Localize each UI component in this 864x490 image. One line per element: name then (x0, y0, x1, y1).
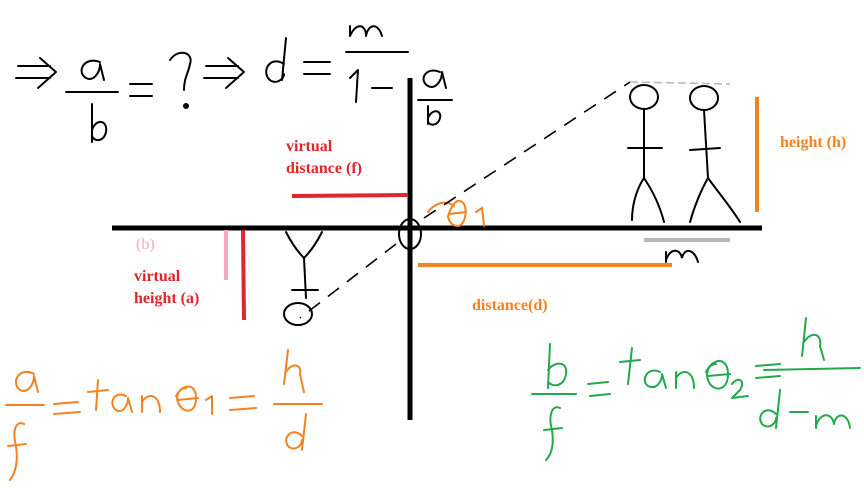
m-label (665, 249, 699, 263)
lens-circle (398, 218, 422, 250)
distance-label: distance(d) (472, 297, 548, 314)
virtual-distance-label-2: distance (f) (286, 160, 362, 177)
virtual-height-label-2: height (a) (134, 290, 199, 307)
head-level-line (629, 81, 731, 85)
virtual-distance-line (291, 193, 409, 198)
person-2-figure (689, 85, 741, 223)
virtual-height-label-1: virtual (134, 268, 181, 285)
left-formula (5, 349, 323, 481)
height-label: height (h) (780, 134, 846, 151)
person-1-figure (627, 84, 665, 223)
theta1-mark (427, 199, 485, 228)
sight-line-bottom (299, 243, 397, 319)
right-formula (531, 317, 861, 461)
inverted-image-figure (283, 231, 323, 326)
virtual-distance-label-1: virtual (286, 138, 333, 155)
top-formula (15, 25, 453, 143)
virtual-height-line (241, 229, 246, 321)
b-label: (b) (136, 236, 155, 253)
sight-line-top (423, 81, 631, 219)
